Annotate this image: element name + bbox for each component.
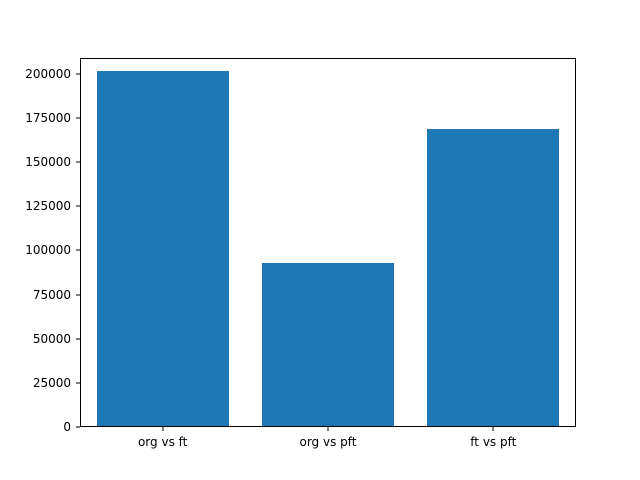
y-axis-ticks: 0 25000 50000 75000 100000 125000 150000 175000… [0,58,80,433]
y-tick-label: 125000 [25,199,71,214]
y-tick-label: 25000 [32,375,71,390]
plot-area [80,58,576,427]
y-tick-mark [76,249,80,251]
x-tick-label: org vs ft [137,435,188,449]
x-tick-mark [162,427,164,431]
bar-org-vs-ft [97,71,230,426]
y-tick-label: 100000 [25,243,71,258]
y-tick-label: 150000 [25,155,71,170]
y-tick-mark [76,73,80,75]
y-tick-label: 0 [63,420,71,434]
y-tick-label: 175000 [25,111,71,126]
bar-ft-vs-pft [426,129,559,426]
y-tick-label: 50000 [32,331,71,346]
y-tick-mark [76,382,80,384]
x-tick-label: org vs pft [299,435,357,449]
y-tick-mark [76,117,80,119]
bars-container [81,59,575,426]
bar-slot [410,59,575,426]
x-tick-label: ft vs pft [470,435,517,449]
x-axis-ticks: org vs ft org vs pft ft vs pft [80,427,576,453]
y-tick-mark [76,161,80,163]
y-tick-mark [76,426,80,428]
y-tick-label: 200000 [25,66,71,81]
bar-org-vs-pft [262,262,394,426]
bar-slot [81,59,246,426]
x-tick-mark [327,427,329,431]
x-tick-mark [492,427,494,431]
bar-slot [246,59,411,426]
y-tick-mark [76,338,80,340]
x-axis-tick-marks [80,427,576,431]
y-tick-mark [76,205,80,207]
y-tick-mark [76,294,80,296]
y-tick-label: 75000 [32,287,71,302]
